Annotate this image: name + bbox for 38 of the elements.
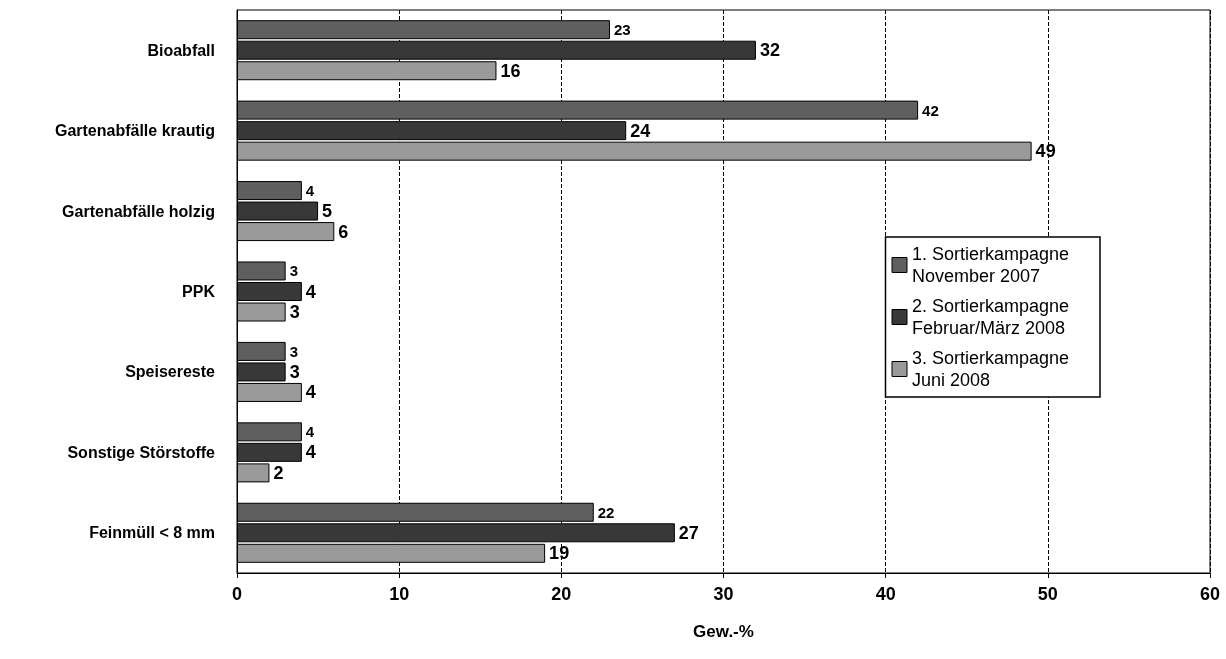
- data-label: 3: [289, 302, 300, 323]
- x-tick-label: 50: [1037, 584, 1058, 604]
- x-tick-label: 30: [713, 584, 734, 604]
- data-label: 27: [678, 522, 699, 543]
- x-tick-label: 10: [389, 584, 410, 604]
- x-tick-label: 60: [1199, 584, 1221, 604]
- data-label: 16: [500, 60, 521, 81]
- data-label: 4: [305, 382, 316, 403]
- data-label: 23: [613, 21, 631, 39]
- x-axis-title: Gew.-%: [693, 622, 754, 641]
- data-label: 42: [922, 101, 939, 119]
- x-tick-label: 0: [231, 584, 243, 604]
- data-label: 19: [549, 543, 570, 564]
- data-label: 2: [273, 462, 284, 483]
- legend-label: 3. Sortierkampagne Juni 2008: [912, 348, 1075, 390]
- y-tick-label: Bioabfall: [147, 41, 215, 59]
- data-label: 3: [289, 262, 298, 280]
- data-label: 22: [597, 503, 615, 521]
- y-tick-label: Speisereste: [125, 363, 216, 381]
- x-tick-label: 20: [551, 584, 572, 604]
- data-label: 3: [289, 361, 300, 382]
- y-tick-label: PPK: [182, 283, 216, 300]
- data-label: 4: [305, 182, 315, 200]
- data-label: 6: [338, 221, 349, 242]
- x-tick-label: 40: [875, 584, 896, 604]
- legend-label: 2. Sortierkampagne Februar/März 2008: [912, 296, 1075, 338]
- data-label: 4: [305, 423, 315, 441]
- data-label: 5: [322, 201, 333, 222]
- data-label: 24: [630, 120, 651, 141]
- y-tick-label: Feinmüll < 8 mm: [89, 524, 215, 542]
- y-tick-label: Gartenabfälle krautig: [54, 122, 215, 140]
- y-tick-label: Sonstige Störstoffe: [67, 443, 216, 461]
- data-label: 4: [305, 442, 316, 463]
- data-label: 32: [759, 40, 780, 61]
- legend-label: 1. Sortierkampagne November 2007: [912, 244, 1075, 286]
- y-tick-label: Gartenabfälle holzig: [62, 202, 215, 220]
- data-label: 4: [305, 281, 316, 302]
- data-label: 3: [289, 342, 298, 360]
